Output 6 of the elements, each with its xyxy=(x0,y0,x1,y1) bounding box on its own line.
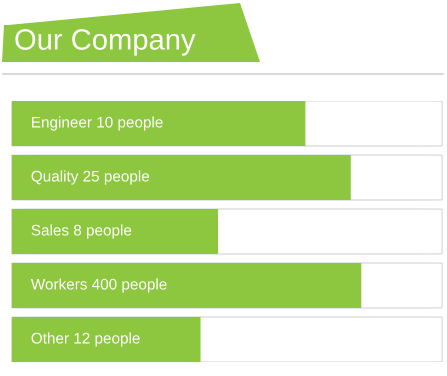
y-tick-label: Sales 8 people xyxy=(32,224,132,239)
y-tick-label: Workers 400 people xyxy=(30,278,167,293)
y-tick-label: Engineer 10 people xyxy=(32,116,163,131)
y-tick-label: Quality 25 people xyxy=(32,170,150,185)
y-tick-label: Other 12 people xyxy=(32,332,140,347)
chart-title: Our Company xyxy=(15,29,196,56)
